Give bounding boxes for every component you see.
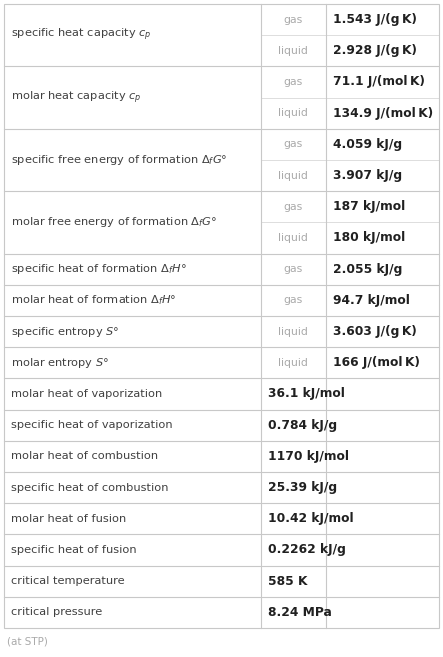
Text: 36.1 kJ/mol: 36.1 kJ/mol: [268, 388, 345, 401]
Text: specific heat of vaporization: specific heat of vaporization: [11, 420, 173, 430]
Text: specific heat of fusion: specific heat of fusion: [11, 545, 136, 555]
Text: gas: gas: [284, 296, 303, 306]
Text: specific heat of combustion: specific heat of combustion: [11, 483, 168, 493]
Text: molar heat of combustion: molar heat of combustion: [11, 451, 158, 461]
Text: 2.928 J/(g K): 2.928 J/(g K): [333, 44, 417, 57]
Text: specific heat capacity $c_p$: specific heat capacity $c_p$: [11, 27, 152, 43]
Text: molar free energy of formation $\Delta_f G$°: molar free energy of formation $\Delta_f…: [11, 215, 218, 229]
Text: molar heat of formation $\Delta_f H$°: molar heat of formation $\Delta_f H$°: [11, 294, 177, 307]
Text: liquid: liquid: [278, 171, 308, 181]
Text: 3.603 J/(g K): 3.603 J/(g K): [333, 325, 417, 338]
Text: specific heat of formation $\Delta_f H$°: specific heat of formation $\Delta_f H$°: [11, 262, 187, 276]
Text: 1170 kJ/mol: 1170 kJ/mol: [268, 450, 349, 463]
Text: gas: gas: [284, 14, 303, 24]
Text: specific free energy of formation $\Delta_f G$°: specific free energy of formation $\Delt…: [11, 153, 227, 167]
Text: molar heat of vaporization: molar heat of vaporization: [11, 389, 162, 399]
Text: 8.24 MPa: 8.24 MPa: [268, 606, 331, 619]
Text: 180 kJ/mol: 180 kJ/mol: [333, 231, 405, 244]
Text: 166 J/(mol K): 166 J/(mol K): [333, 356, 420, 369]
Text: liquid: liquid: [278, 358, 308, 368]
Text: 10.42 kJ/mol: 10.42 kJ/mol: [268, 512, 353, 526]
Text: molar heat capacity $c_p$: molar heat capacity $c_p$: [11, 89, 141, 106]
Text: liquid: liquid: [278, 327, 308, 336]
Text: molar entropy $S$°: molar entropy $S$°: [11, 356, 109, 370]
Text: 0.2262 kJ/g: 0.2262 kJ/g: [268, 543, 346, 556]
Text: gas: gas: [284, 264, 303, 274]
Text: specific entropy $S$°: specific entropy $S$°: [11, 325, 119, 338]
Text: critical pressure: critical pressure: [11, 608, 102, 618]
Text: 71.1 J/(mol K): 71.1 J/(mol K): [333, 76, 425, 89]
Text: gas: gas: [284, 202, 303, 212]
Text: gas: gas: [284, 139, 303, 149]
Text: 0.784 kJ/g: 0.784 kJ/g: [268, 419, 337, 432]
Text: 187 kJ/mol: 187 kJ/mol: [333, 200, 405, 214]
Text: 94.7 kJ/mol: 94.7 kJ/mol: [333, 294, 410, 307]
Text: gas: gas: [284, 77, 303, 87]
Text: (at STP): (at STP): [7, 636, 48, 646]
Text: 2.055 kJ/g: 2.055 kJ/g: [333, 263, 402, 276]
Text: 25.39 kJ/g: 25.39 kJ/g: [268, 481, 337, 494]
Text: 585 K: 585 K: [268, 575, 307, 588]
Text: liquid: liquid: [278, 46, 308, 56]
Text: liquid: liquid: [278, 108, 308, 118]
Text: 1.543 J/(g K): 1.543 J/(g K): [333, 13, 417, 26]
Text: molar heat of fusion: molar heat of fusion: [11, 514, 126, 524]
Text: critical temperature: critical temperature: [11, 576, 124, 586]
Text: 4.059 kJ/g: 4.059 kJ/g: [333, 138, 402, 151]
Text: liquid: liquid: [278, 233, 308, 243]
Text: 3.907 kJ/g: 3.907 kJ/g: [333, 169, 402, 182]
Text: 134.9 J/(mol K): 134.9 J/(mol K): [333, 106, 433, 120]
